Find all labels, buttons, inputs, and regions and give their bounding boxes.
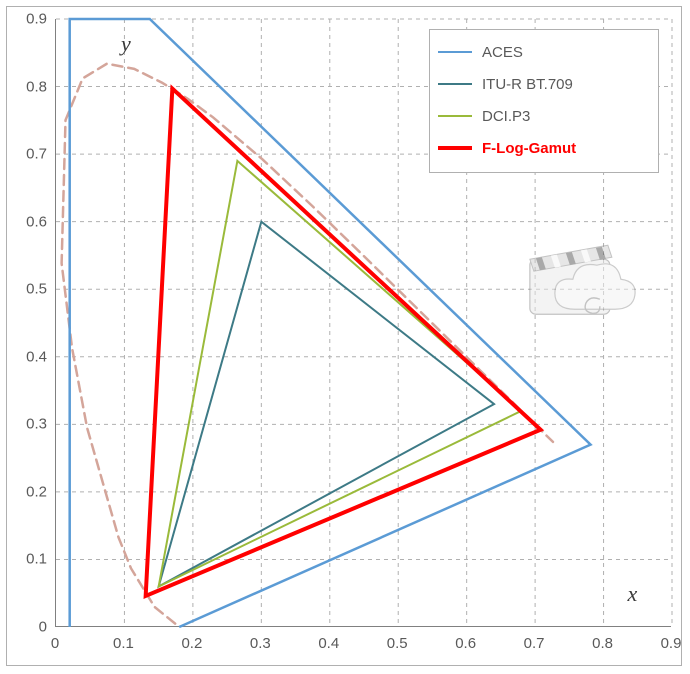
x-tick-label: 0.1	[103, 635, 143, 652]
legend-swatch	[438, 83, 472, 85]
legend-label: ACES	[482, 44, 523, 61]
legend-swatch	[438, 51, 472, 53]
x-tick-label: 0.5	[377, 635, 417, 652]
x-tick-label: 0	[35, 635, 75, 652]
legend: ACES ITU-R BT.709 DCI.P3 F-Log-Gamut	[429, 29, 659, 173]
legend-label: ITU-R BT.709	[482, 76, 573, 93]
y-tick-label: 0.6	[7, 213, 47, 230]
legend-swatch	[438, 146, 472, 150]
y-tick-label: 0.2	[7, 483, 47, 500]
chart-frame: y x 0 0.1 0.2 0.3 0.4 0.5 0.6 0.7 0.8 0.9 0 0.1 0.2 0…	[6, 6, 682, 666]
x-tick-label: 0.4	[309, 635, 349, 652]
series-itu-r-bt-709	[159, 222, 494, 587]
x-tick-label: 0.3	[240, 635, 280, 652]
y-tick-label: 0.7	[7, 146, 47, 163]
x-tick-label: 0.7	[514, 635, 554, 652]
y-tick-label: 0	[7, 619, 47, 636]
y-axis-label: y	[121, 31, 131, 57]
y-tick-label: 0.1	[7, 551, 47, 568]
legend-swatch	[438, 115, 472, 117]
x-tick-label: 0.2	[172, 635, 212, 652]
y-tick-label: 0.4	[7, 348, 47, 365]
y-tick-label: 0.8	[7, 78, 47, 95]
legend-item: DCI.P3	[438, 100, 650, 132]
watermark	[530, 245, 635, 314]
x-tick-label: 0.6	[446, 635, 486, 652]
y-tick-label: 0.5	[7, 281, 47, 298]
legend-item: ACES	[438, 36, 650, 68]
x-axis-label: x	[628, 581, 638, 607]
legend-label: DCI.P3	[482, 108, 530, 125]
y-tick-label: 0.3	[7, 416, 47, 433]
legend-item: F-Log-Gamut	[438, 132, 650, 164]
x-tick-label: 0.9	[651, 635, 690, 652]
legend-label: F-Log-Gamut	[482, 140, 576, 157]
x-tick-label: 0.8	[583, 635, 623, 652]
y-tick-label: 0.9	[7, 11, 47, 28]
legend-item: ITU-R BT.709	[438, 68, 650, 100]
